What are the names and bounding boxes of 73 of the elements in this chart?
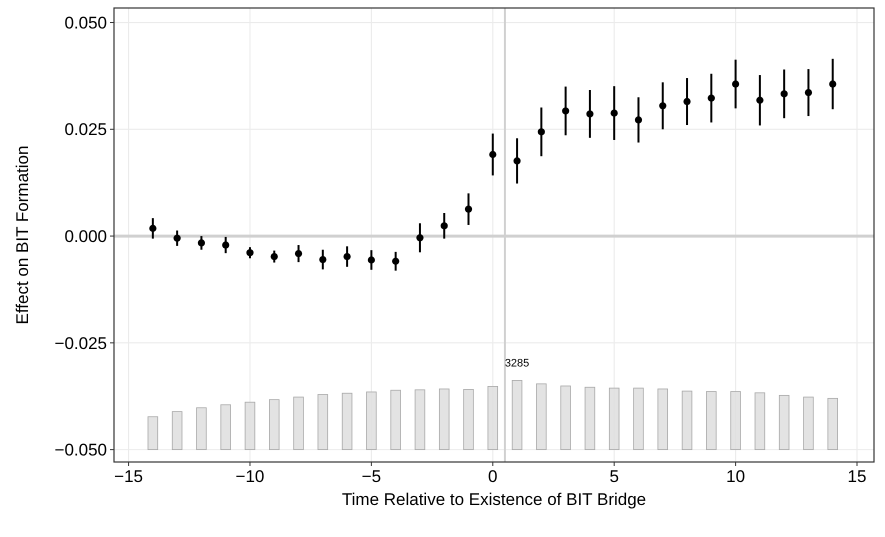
point [344, 252, 351, 260]
bar [172, 411, 182, 450]
point [368, 256, 375, 264]
bar [633, 388, 644, 450]
bar [414, 389, 426, 450]
x-tick-label: 5 [609, 467, 619, 486]
bar [269, 399, 280, 450]
bar [220, 404, 231, 450]
bar [706, 391, 717, 450]
bar [754, 392, 766, 450]
point [829, 80, 836, 88]
y-axis-title: Effect on BIT Formation [13, 146, 32, 324]
y-tick-label: 0.000 [64, 227, 107, 246]
bar [148, 416, 158, 450]
point [708, 94, 715, 102]
point [659, 102, 666, 110]
y-tick-label: 0.025 [64, 120, 107, 140]
x-tick-label: 10 [726, 467, 746, 486]
bar [827, 398, 838, 450]
bar [512, 380, 522, 450]
point [440, 222, 448, 230]
x-tick-label: −15 [114, 467, 143, 486]
bar [196, 407, 207, 450]
annotation: 3285 [504, 357, 530, 370]
bar [463, 388, 474, 450]
y-tick-label: −0.050 [54, 440, 107, 460]
y-tick-label: −0.025 [54, 334, 107, 353]
x-tick-label: −10 [236, 467, 264, 486]
point [489, 150, 496, 158]
bar [584, 386, 596, 450]
point [562, 107, 570, 115]
point [538, 128, 545, 136]
bar [778, 394, 790, 450]
x-tick-label: 0 [488, 467, 498, 486]
bar [682, 390, 692, 450]
bar [608, 388, 620, 450]
point [392, 258, 400, 265]
point [780, 90, 788, 98]
point [246, 249, 254, 256]
bar [293, 396, 304, 450]
point [270, 252, 278, 260]
point [756, 96, 764, 104]
point [610, 109, 618, 117]
point [222, 241, 230, 249]
x-tick-label: 15 [848, 467, 866, 486]
point [683, 98, 691, 106]
point [416, 234, 424, 242]
point [294, 250, 302, 258]
point [149, 224, 156, 232]
y-tick-label: 0.050 [64, 13, 107, 32]
point [634, 116, 642, 124]
bar [658, 388, 668, 450]
bar [803, 396, 814, 450]
point [174, 234, 181, 242]
point [732, 80, 740, 88]
bar [560, 386, 571, 450]
point [319, 256, 326, 264]
bar [342, 392, 352, 450]
point [586, 110, 594, 118]
bar [244, 402, 256, 450]
point [198, 239, 206, 246]
point [464, 206, 472, 213]
bar [438, 388, 450, 450]
bar [536, 383, 547, 450]
point [513, 157, 521, 164]
bar [390, 390, 401, 450]
bar [318, 394, 328, 450]
x-tick-label: −5 [362, 467, 382, 486]
point [804, 88, 812, 96]
bar [730, 391, 741, 450]
x-axis-title: Time Relative to Existence of BIT Bridge [342, 490, 646, 509]
bar [488, 386, 498, 450]
bar [366, 392, 377, 450]
